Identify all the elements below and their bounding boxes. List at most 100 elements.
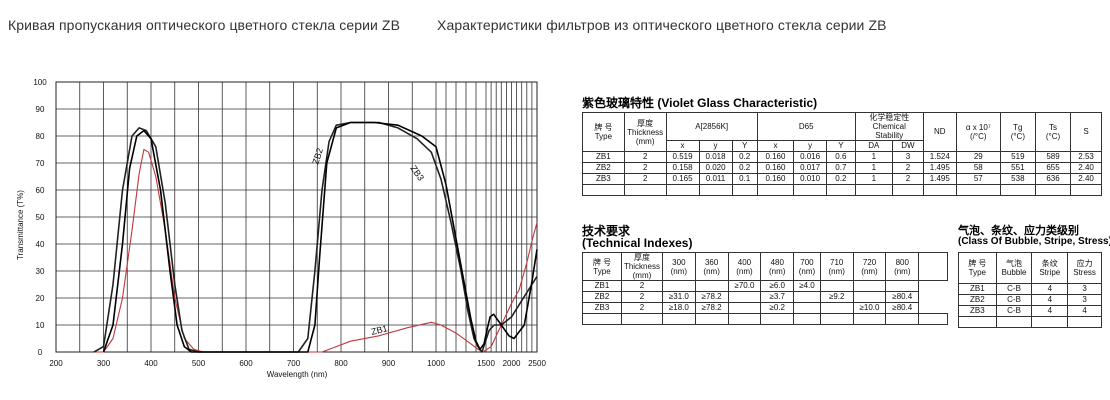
table-cell: 2	[620, 291, 663, 303]
technical-title-cn: 技术要求	[582, 224, 631, 238]
technical-table-row: ZB1 2 ≥70.0 ≥6.0 ≥4.0	[582, 280, 948, 292]
transmittance-chart: 0 10 20 30 40 50 60 70 80 90 100 200 300 400 500 600 700…	[16, 78, 546, 379]
bubble-table-row: ZB1 C-B 4 3	[958, 283, 1102, 295]
table-cell: 2	[623, 151, 667, 163]
bubble-class-table: 牌 号 Type 气泡 Bubble 条纹 Stripe 应力 Stress ZB1 C-…	[958, 252, 1102, 328]
x-tick-label: 700	[287, 359, 301, 368]
table-cell: ZB1	[582, 151, 625, 163]
y-tick-label: 30	[36, 267, 45, 276]
table-cell: 0.519	[665, 151, 700, 163]
table-cell	[852, 291, 887, 303]
table-cell: 0.160	[756, 173, 795, 185]
table-cell: 0.165	[665, 173, 700, 185]
table-cell: 0.011	[698, 173, 733, 185]
bubble-table-row: ZB2 C-B 4 3	[958, 294, 1102, 306]
x-tick-label: 600	[239, 359, 253, 368]
table-cell: 29	[955, 151, 1001, 163]
table-cell	[793, 302, 821, 314]
tech-header-800: 800 (nm)	[885, 252, 920, 281]
table-cell: 4	[1031, 305, 1069, 317]
violet-header-type: 牌 号 Type	[582, 112, 625, 152]
table-cell: 519	[999, 151, 1036, 163]
series-line-zb1	[94, 148, 538, 353]
table-cell: C-B	[995, 305, 1033, 317]
y-tick-label: 70	[36, 159, 45, 168]
table-cell: 0.1	[731, 173, 758, 185]
table-cell: ≥18.0	[661, 302, 696, 314]
tech-header-700: 700 (nm)	[793, 252, 821, 281]
technical-title-en: (Technical Indexes)	[582, 236, 693, 250]
table-cell: ≥80.4	[885, 291, 920, 303]
table-cell: ≥80.4	[885, 302, 920, 314]
annotation-zb3: ZB3	[408, 163, 426, 182]
table-cell: 1.495	[922, 162, 957, 174]
y-axis-label: Transmittance (T%)	[16, 190, 25, 260]
y-tick-label: 80	[36, 132, 45, 141]
table-cell: 655	[1034, 162, 1072, 174]
violet-header-nd: ND	[922, 112, 957, 152]
table-cell	[727, 302, 762, 314]
table-cell: 3	[1067, 294, 1102, 306]
table-cell: 2	[620, 280, 663, 292]
heading-left: Кривая пропускания оптического цветного …	[8, 17, 401, 33]
table-cell: ≥78.2	[694, 302, 729, 314]
table-cell: 2.40	[1070, 162, 1102, 174]
violet-sub-da: DA	[854, 140, 894, 152]
table-cell: 636	[1034, 173, 1072, 185]
violet-sub-Y: Y	[731, 140, 758, 152]
table-cell: 4	[1067, 305, 1102, 317]
table-cell: 4	[1031, 283, 1069, 295]
table-cell: 0.017	[793, 162, 828, 174]
table-cell	[694, 280, 729, 292]
tech-header-720: 720 (nm)	[852, 252, 887, 281]
violet-header-ts: Ts (°C)	[1034, 112, 1072, 152]
violet-header-a2856k: A[2856K]	[665, 112, 758, 141]
table-cell: 2	[892, 173, 924, 185]
violet-table-title: 紫色玻璃特性 (Violet Glass Characteristic)	[582, 96, 818, 110]
table-cell: 551	[999, 162, 1036, 174]
y-tick-label: 40	[36, 240, 45, 249]
table-cell: 0.7	[826, 162, 856, 174]
y-tick-label: 90	[36, 105, 45, 114]
violet-header-tg: Tg (°C)	[999, 112, 1036, 152]
y-tick-label: 50	[36, 213, 45, 222]
table-cell: ZB1	[958, 283, 997, 295]
table-cell: 3	[1067, 283, 1102, 295]
violet-header-s: S	[1070, 112, 1102, 152]
violet-sub-dw: DW	[892, 140, 924, 152]
violet-header-d65: D65	[756, 112, 856, 141]
table-cell: 2	[892, 162, 924, 174]
tech-header-710: 710 (nm)	[819, 252, 854, 281]
table-cell: 0.018	[698, 151, 733, 163]
tech-header-400: 400 (nm)	[727, 252, 762, 281]
table-cell: ZB2	[958, 294, 997, 306]
bubble-table-row: ZB3 C-B 4 4	[958, 305, 1102, 317]
table-cell: 0.6	[826, 151, 856, 163]
x-tick-label: 2000	[503, 359, 521, 368]
table-cell: ≥4.0	[793, 280, 821, 292]
x-tick-label: 900	[382, 359, 396, 368]
x-tick-label: 400	[144, 359, 158, 368]
y-tick-label: 60	[36, 186, 45, 195]
table-cell: 2	[623, 173, 667, 185]
tech-header-360: 360 (nm)	[694, 252, 729, 281]
bubble-title-cn: 气泡、条纹、应力类级别	[958, 225, 1079, 237]
table-cell: 0.010	[793, 173, 828, 185]
table-cell: 0.016	[793, 151, 828, 163]
table-cell: ≥9.2	[819, 291, 854, 303]
series-line-zb2	[93, 121, 538, 353]
table-cell	[819, 302, 854, 314]
table-cell: C-B	[995, 294, 1033, 306]
table-cell: ZB2	[582, 291, 622, 303]
table-cell: ≥6.0	[760, 280, 795, 292]
violet-table-row: ZB3 2 0.165 0.011 0.1 0.160 0.010 0.2 1 2 1.495 57 5…	[582, 173, 1102, 185]
y-tick-label: 10	[36, 321, 45, 330]
y-tick-label: 100	[33, 78, 47, 87]
violet-sub-y: y	[698, 140, 733, 152]
table-cell: 1	[854, 162, 894, 174]
table-cell: 57	[955, 173, 1001, 185]
table-cell: 0.2	[731, 151, 758, 163]
heading-right: Характеристики фильтров из оптического ц…	[437, 17, 887, 33]
table-cell	[852, 280, 887, 292]
violet-sub-x: x	[665, 140, 700, 152]
